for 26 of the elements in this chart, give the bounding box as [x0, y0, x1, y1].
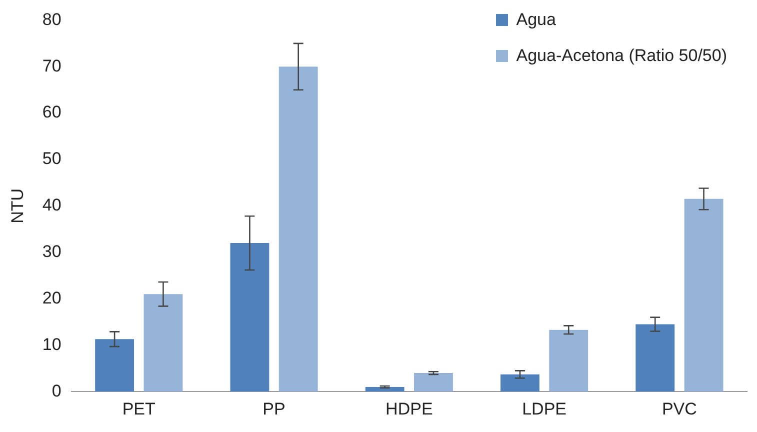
- y-tick-label: 10: [42, 334, 62, 354]
- legend-label: Agua-Acetona (Ratio 50/50): [516, 46, 727, 66]
- bar: [144, 294, 183, 392]
- bar: [500, 374, 540, 392]
- x-tick-label: LDPE: [522, 399, 567, 418]
- bar: [278, 66, 318, 392]
- bar: [549, 330, 588, 392]
- bar: [684, 198, 724, 392]
- x-tick-label: PP: [262, 399, 286, 418]
- y-tick-label: 0: [52, 381, 62, 400]
- y-tick-label: 60: [42, 102, 62, 122]
- y-tick-label: 80: [42, 10, 62, 29]
- y-axis-title: NTU: [8, 188, 27, 224]
- x-tick-label: HDPE: [386, 399, 433, 418]
- y-tick-label: 50: [42, 149, 62, 168]
- y-tick-label: 70: [42, 56, 62, 76]
- x-tick-label: PET: [122, 399, 156, 418]
- y-tick-label: 40: [42, 196, 62, 215]
- bar: [95, 339, 134, 392]
- y-tick-label: 20: [42, 288, 62, 308]
- y-tick-label: 30: [42, 242, 62, 262]
- bar: [230, 243, 270, 392]
- x-tick-label: PVC: [662, 399, 697, 418]
- bar: [636, 324, 675, 392]
- legend-label: Agua: [516, 10, 556, 30]
- bar: [414, 373, 453, 392]
